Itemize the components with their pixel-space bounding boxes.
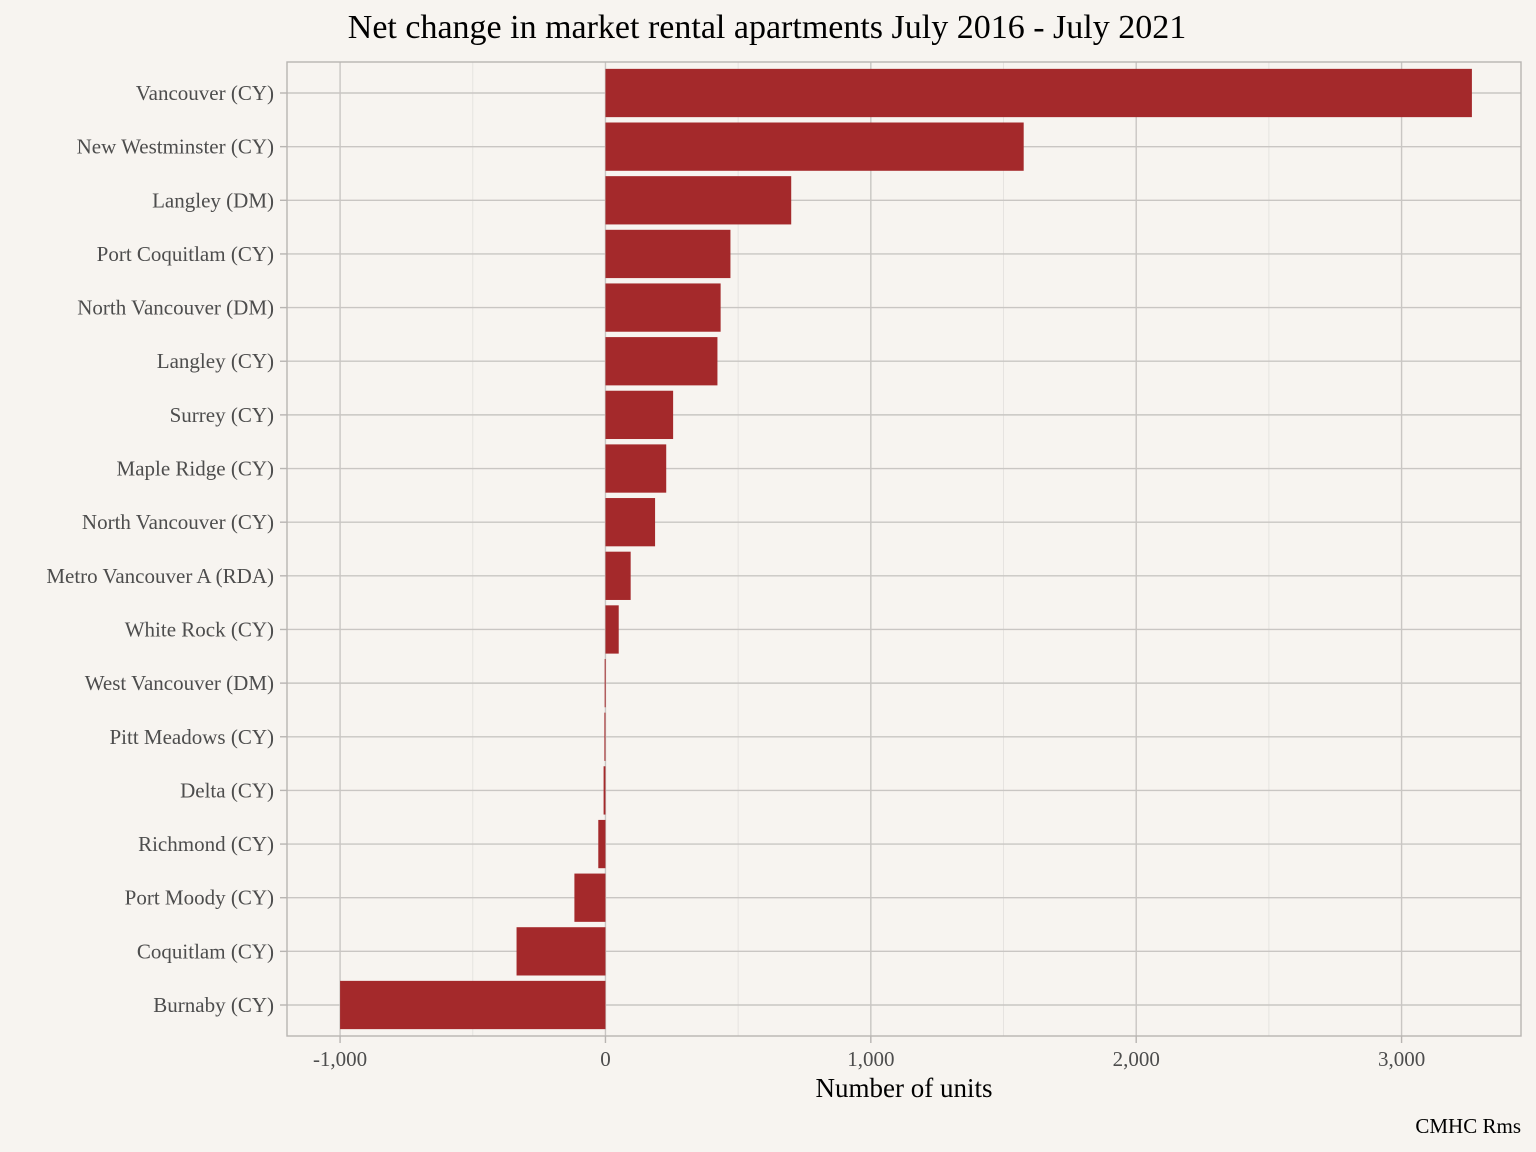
category-label: Vancouver (CY) [136,81,274,105]
category-label: Metro Vancouver A (RDA) [46,564,274,588]
category-label: Delta (CY) [180,778,274,802]
bar [605,176,792,225]
plot-panel [286,61,1522,1037]
category-label: New Westminster (CY) [77,135,274,159]
category-label: North Vancouver (DM) [77,296,274,320]
bar [605,122,1024,171]
category-label: White Rock (CY) [125,617,274,641]
category-label: Langley (DM) [152,188,274,212]
x-axis: -1,000 0 1,000 2,000 3,000 [313,1036,1425,1071]
category-label: Langley (CY) [157,349,274,373]
bar [605,605,619,654]
bar [603,766,606,815]
category-label: Pitt Meadows (CY) [110,725,275,749]
x-tick-label: 0 [600,1047,611,1071]
x-tick-label: 1,000 [847,1047,894,1071]
x-tick-label: -1,000 [313,1047,367,1071]
category-label: Burnaby (CY) [153,993,274,1017]
grid [287,62,1521,1036]
x-tick-label: 3,000 [1378,1047,1425,1071]
bar [516,927,606,976]
bars [340,68,1472,1030]
bar [605,390,674,440]
category-label: Richmond (CY) [138,832,274,856]
category-label: Port Coquitlam (CY) [97,242,274,266]
category-label: West Vancouver (DM) [85,671,274,695]
bar [605,337,718,386]
bar [605,498,656,547]
category-label: Port Moody (CY) [125,886,274,910]
category-label: Surrey (CY) [170,403,274,427]
bar [605,68,1472,118]
bar [605,283,721,332]
bar [574,873,606,922]
caption: CMHC Rms [1415,1114,1521,1138]
y-axis: Vancouver (CY) New Westminster (CY) Langle… [46,81,287,1017]
x-axis-title: Number of units [816,1073,993,1103]
bar [605,229,731,279]
bar [340,980,606,1030]
category-label: Maple Ridge (CY) [117,457,274,481]
chart-title: Net change in market rental apartments J… [348,9,1186,46]
bar [605,444,667,493]
bar [604,658,606,708]
x-tick-label: 2,000 [1113,1047,1160,1071]
bar [604,712,606,761]
bar [605,551,631,600]
category-label: Coquitlam (CY) [137,939,274,963]
category-label: North Vancouver (CY) [82,510,274,534]
bar [598,819,606,869]
